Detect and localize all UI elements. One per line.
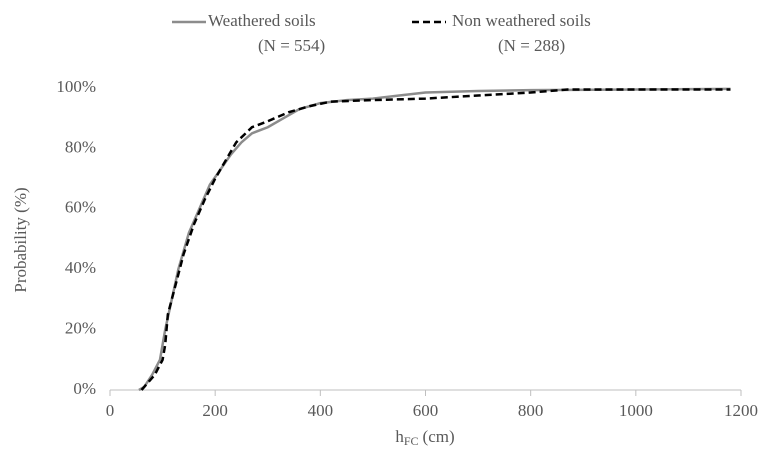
series-line <box>140 88 731 391</box>
legend-n: (N = 288) <box>498 36 565 55</box>
x-tick-label: 0 <box>106 401 115 420</box>
y-tick-label: 40% <box>65 258 96 277</box>
x-axis-label-unit: (cm) <box>423 427 455 446</box>
x-tick-label: 200 <box>202 401 228 420</box>
x-axis-label-main: h <box>395 427 404 446</box>
x-axis-label: hFC (cm) <box>395 427 454 448</box>
x-tick-label: 1200 <box>724 401 758 420</box>
legend-label: Non weathered soils <box>452 11 591 30</box>
legend-label: Weathered soils <box>208 11 316 30</box>
y-axis-label: Probability (%) <box>11 187 30 292</box>
legend-n: (N = 554) <box>258 36 325 55</box>
x-tick-label: 600 <box>413 401 439 420</box>
x-tick-label: 400 <box>308 401 334 420</box>
y-tick-label: 60% <box>65 198 96 217</box>
y-tick-label: 20% <box>65 319 96 338</box>
x-axis-label-sub: FC <box>404 434 419 448</box>
x-tick-label: 1000 <box>619 401 653 420</box>
x-tick-label: 800 <box>518 401 544 420</box>
y-tick-label: 0% <box>73 379 96 398</box>
y-tick-label: 100% <box>56 77 96 96</box>
series-line <box>138 87 731 392</box>
y-tick-label: 80% <box>65 137 96 156</box>
